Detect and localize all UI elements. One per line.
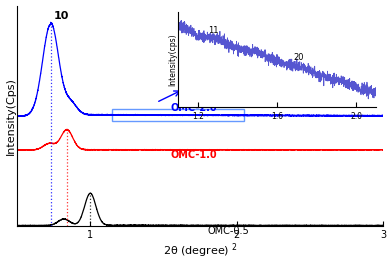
Y-axis label: Intensity(Cps): Intensity(Cps) xyxy=(5,77,16,155)
Text: 10: 10 xyxy=(54,11,69,21)
Text: OMC-0.5: OMC-0.5 xyxy=(207,226,249,236)
Bar xyxy=(112,109,244,121)
Text: OMC-2.0: OMC-2.0 xyxy=(171,103,218,113)
X-axis label: 2θ (degree) $^2$: 2θ (degree) $^2$ xyxy=(163,242,238,260)
Text: OMC-1.0: OMC-1.0 xyxy=(171,150,218,160)
